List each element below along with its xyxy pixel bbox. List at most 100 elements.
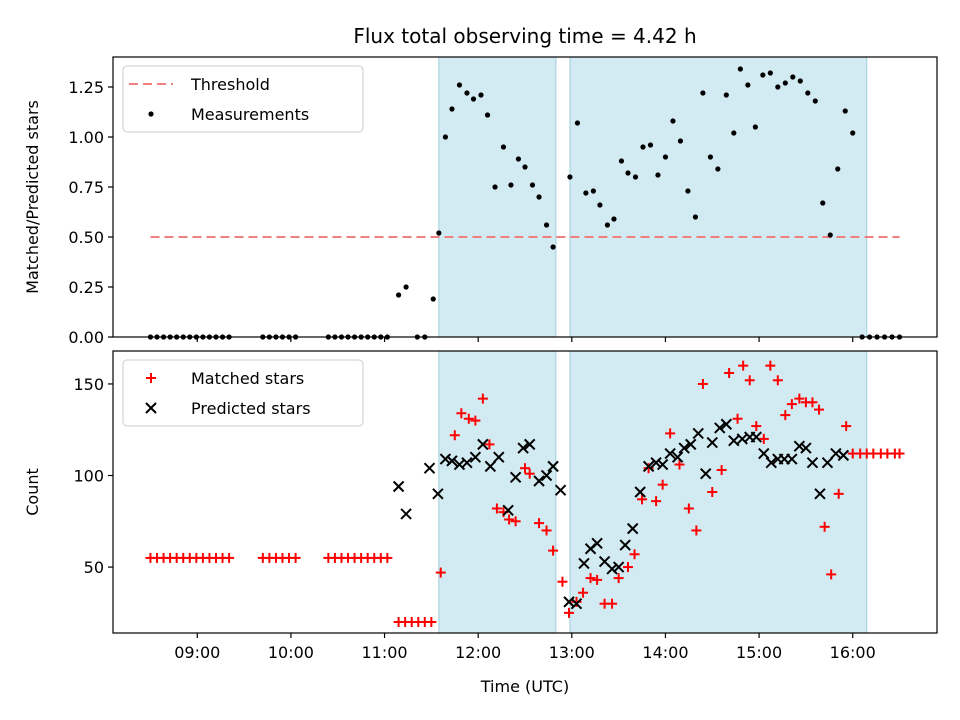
measurement-point-65 [670, 118, 676, 124]
top-shaded-interval-1 [438, 56, 557, 338]
measurement-point-64 [662, 154, 669, 160]
top-axes-frame [112, 56, 938, 338]
matched-point-89 [833, 488, 844, 499]
measurement-point-68 [692, 214, 699, 220]
predicted-point-24 [591, 537, 603, 549]
measurement-point-41 [484, 112, 491, 118]
measurement-point-86 [827, 232, 833, 238]
matched-point-42 [491, 503, 502, 514]
top-y-axis-label: Matched/Predicted stars [23, 100, 42, 294]
bottom-y-tick-label-2: 150 [73, 375, 104, 394]
matched-point-86 [814, 404, 825, 415]
matched-point-65 [657, 479, 668, 490]
predicted-point-34 [664, 447, 676, 460]
matched-point-81 [780, 410, 791, 421]
matched-point-85 [807, 397, 818, 408]
predicted-point-4 [439, 453, 452, 465]
predicted-point-32 [650, 456, 662, 469]
predicted-point-1 [400, 508, 412, 520]
predicted-point-10 [484, 460, 497, 473]
measurement-point-66 [677, 138, 684, 144]
predicted-point-33 [656, 458, 669, 471]
measurement-point-52 [574, 120, 581, 126]
measurement-point-75 [745, 82, 751, 88]
matched-point-82 [786, 399, 797, 410]
matched-point-77 [751, 421, 762, 432]
legend-matched-swatch [146, 373, 156, 383]
matched-point-79 [765, 360, 776, 371]
top-y-tick-label-2: 0.50 [68, 228, 104, 247]
predicted-point-19 [554, 484, 567, 496]
predicted-point-54 [806, 456, 819, 469]
predicted-point-31 [642, 460, 655, 473]
predicted-point-40 [706, 436, 718, 449]
matched-point-87 [819, 521, 830, 532]
top-panel: 0.00 0.25 0.50 0.75 1.00 1.25 Matched/Predicte… [23, 56, 938, 347]
measurement-point-82 [797, 78, 803, 84]
legend-predicted-swatch [145, 402, 157, 414]
measurement-point-72 [723, 92, 729, 98]
measurement-point-87 [835, 166, 841, 172]
matched-point-90 [841, 421, 852, 432]
matched-point-66 [665, 428, 676, 439]
legend-measurement-swatch [148, 111, 154, 117]
matched-point-83 [794, 393, 805, 404]
matched-point-18 [290, 552, 301, 563]
bottom-y-axis-label: Count [23, 468, 42, 516]
measurement-point-58 [618, 158, 625, 164]
matched-point-46 [520, 463, 530, 474]
top-legend: Threshold Measurements [122, 65, 364, 133]
predicted-point-55 [814, 488, 826, 500]
matched-point-62 [637, 494, 648, 505]
predicted-point-38 [692, 427, 704, 440]
measurement-point-61 [640, 144, 646, 150]
x-tick-label-7: 16:00 [830, 643, 876, 662]
predicted-point-51 [786, 453, 798, 465]
measurement-point-59 [625, 170, 631, 176]
predicted-point-36 [678, 442, 690, 454]
predicted-point-17 [540, 469, 553, 482]
predicted-point-26 [606, 563, 618, 575]
predicted-point-39 [700, 467, 712, 480]
measurement-point-43 [500, 144, 507, 150]
bottom-axes-frame [112, 350, 938, 634]
predicted-point-52 [793, 440, 806, 452]
matched-point-64 [651, 496, 662, 507]
bottom-legend: Matched stars Predicted stars [122, 359, 364, 427]
matched-point-38 [463, 413, 474, 424]
matched-point-61 [629, 549, 640, 560]
bottom-panel: 50 100 150 09:00 10:00 11:00 12:00 13:00 14:00 15… [23, 350, 938, 662]
matched-point-88 [826, 569, 837, 580]
predicted-point-21 [570, 597, 583, 610]
matched-point-73 [724, 367, 735, 378]
x-tick-label-1: 10:00 [268, 643, 314, 662]
matched-point-58 [607, 598, 618, 609]
predicted-point-14 [517, 442, 529, 454]
predicted-point-58 [837, 449, 850, 462]
matched-point-60 [623, 562, 633, 573]
measurement-point-77 [760, 72, 766, 78]
matched-point-48 [534, 518, 545, 529]
predicted-point-48 [765, 456, 777, 469]
matched-point-70 [697, 378, 708, 389]
x-tick-label-5: 14:00 [642, 643, 688, 662]
measurement-point-35 [442, 134, 449, 140]
measurement-point-88 [842, 108, 848, 114]
top-series-dot [147, 66, 903, 340]
measurement-point-55 [597, 202, 603, 208]
top-shaded-interval-2 [569, 56, 868, 338]
matched-point-34 [426, 617, 437, 628]
measurement-point-38 [464, 90, 470, 96]
measurement-point-56 [604, 222, 611, 228]
predicted-point-47 [758, 447, 770, 460]
predicted-point-16 [533, 475, 545, 487]
predicted-point-27 [612, 561, 625, 573]
matched-point-53 [571, 596, 582, 607]
bottom-legend-box [122, 359, 364, 427]
predicted-point-46 [750, 431, 762, 443]
measurement-point-79 [775, 84, 781, 90]
matched-point-69 [691, 525, 702, 536]
matched-point-35 [435, 567, 446, 578]
measurement-point-57 [611, 216, 617, 222]
predicted-point-3 [432, 488, 444, 500]
